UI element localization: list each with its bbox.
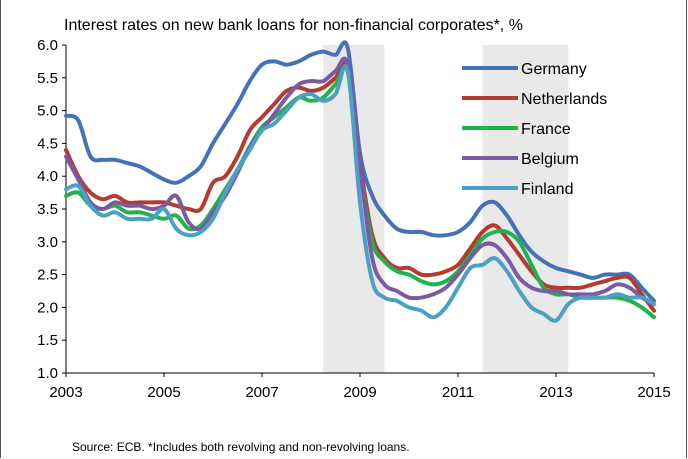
- chart-source-note: Source: ECB. *Includes both revolving an…: [72, 440, 410, 454]
- y-tick-label: 3.0: [37, 234, 58, 251]
- series-line-finland: [64, 64, 656, 323]
- x-tick-label: 2013: [539, 384, 572, 401]
- y-tick-label: 1.0: [37, 365, 58, 382]
- legend-label-belgium: Belgium: [521, 151, 579, 168]
- legend-label-germany: Germany: [521, 61, 587, 78]
- y-tick-label: 4.5: [37, 135, 58, 152]
- legend-label-netherlands: Netherlands: [521, 91, 607, 108]
- x-tick-label: 2015: [637, 384, 670, 401]
- x-tick-label: 2011: [442, 384, 474, 401]
- y-tick-label: 2.5: [37, 267, 58, 284]
- chart-title: Interest rates on new bank loans for non…: [64, 17, 523, 34]
- y-tick-label: 4.0: [37, 168, 58, 185]
- legend-label-france: France: [521, 121, 571, 138]
- y-tick-label: 1.5: [37, 332, 58, 349]
- y-tick-label: 5.5: [37, 70, 58, 87]
- x-tick-label: 2009: [343, 384, 376, 401]
- source-label: Source: ECB.: [72, 440, 145, 454]
- y-tick-label: 2.0: [37, 299, 58, 316]
- x-tick-label: 2003: [49, 384, 82, 401]
- x-tick-label: 2007: [245, 384, 278, 401]
- y-tick-label: 3.5: [37, 201, 58, 218]
- y-tick-label: 5.0: [37, 103, 58, 120]
- legend-label-finland: Finland: [521, 181, 573, 198]
- x-tick-label: 2005: [147, 384, 180, 401]
- footnote: *Includes both revolving and non-revolvi…: [148, 440, 410, 454]
- series-line-belgium: [64, 56, 656, 307]
- y-tick-label: 6.0: [37, 37, 58, 54]
